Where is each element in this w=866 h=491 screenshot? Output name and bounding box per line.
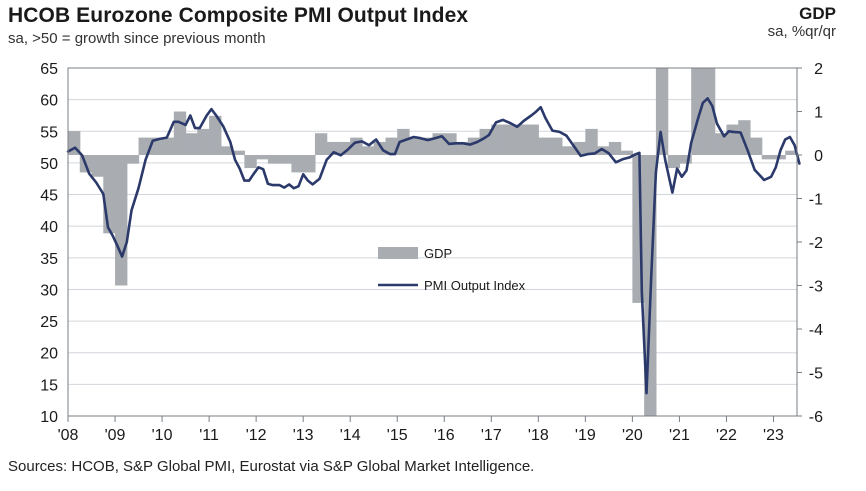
gdp-bar: [267, 155, 281, 164]
gdp-bar: [679, 155, 692, 164]
x-axis-tick-label: '15: [387, 427, 408, 444]
legend-gdp-swatch: [378, 247, 418, 259]
chart-title: HCOB Eurozone Composite PMI Output Index: [8, 4, 469, 27]
gdp-bar: [91, 155, 104, 177]
gdp-bar: [550, 137, 563, 155]
legend-gdp-label: GDP: [424, 246, 452, 261]
gdp-bar: [608, 141, 622, 155]
right-axis-tick-label: 0: [814, 148, 823, 165]
gdp-bar: [491, 124, 504, 155]
right-axis-tick-label: -2: [809, 235, 823, 252]
gdp-bar: [714, 133, 728, 155]
gdp-bar: [314, 133, 328, 155]
x-axis-tick-label: '17: [481, 427, 502, 444]
left-axis-tick-label: 40: [40, 219, 58, 236]
gdp-bars: [68, 68, 798, 416]
x-axis-tick-label: '22: [716, 427, 737, 444]
gdp-bar: [691, 68, 704, 155]
gdp-bar: [361, 146, 375, 155]
x-axis-tick-label: '14: [340, 427, 361, 444]
gdp-bar: [256, 155, 269, 160]
left-axis-tick-label: 15: [40, 377, 58, 394]
gdp-bar: [244, 155, 257, 169]
right-axis-tick-label: -4: [809, 322, 823, 339]
x-axis-tick-label: '20: [622, 427, 643, 444]
gdp-bar: [220, 146, 234, 155]
gdp-bar: [749, 137, 763, 155]
gdp-bar: [385, 137, 398, 155]
gdp-bar: [761, 155, 775, 160]
gdp-bar: [514, 124, 528, 155]
x-axis-tick-label: '19: [575, 427, 596, 444]
left-axis-tick-label: 35: [40, 251, 58, 268]
left-axis-tick-label: 30: [40, 282, 58, 299]
gdp-bar: [408, 137, 422, 155]
gdp-bar: [667, 155, 681, 169]
x-axis-tick-label: '09: [105, 427, 126, 444]
gdp-bar: [126, 155, 140, 164]
x-axis-tick-label: '08: [58, 427, 79, 444]
axes: 656055504540353025201510210-1-2-3-4-5-6'…: [40, 61, 823, 444]
x-axis-tick-label: '13: [293, 427, 314, 444]
gdp-bar: [456, 141, 469, 155]
gdp-bar: [232, 150, 245, 155]
legend: GDP PMI Output Index: [378, 246, 526, 293]
right-axis-tick-label: -5: [809, 366, 823, 383]
x-axis-tick-label: '16: [434, 427, 455, 444]
x-axis-tick-label: '10: [152, 427, 173, 444]
gdp-bar: [526, 124, 539, 155]
pmi-output-index-line: [66, 97, 801, 395]
gdp-bar: [373, 141, 387, 155]
left-axis-tick-label: 55: [40, 124, 58, 141]
gdp-bar: [291, 155, 304, 173]
gdp-bar: [326, 141, 340, 155]
legend-pmi-label: PMI Output Index: [424, 278, 526, 293]
gdp-bar: [338, 141, 351, 155]
chart-subtitle: sa, >50 = growth since previous month: [8, 30, 266, 47]
gdp-bar: [103, 155, 116, 234]
left-axis-tick-label: 25: [40, 314, 58, 331]
gdp-bar: [785, 150, 798, 155]
gdp-bar: [726, 124, 739, 155]
x-axis-tick-label: '11: [199, 427, 219, 444]
gdp-bar: [303, 155, 316, 173]
gdp-bar: [162, 137, 175, 155]
right-axis-tick-label: 1: [814, 105, 823, 122]
gdp-bar: [655, 68, 669, 155]
right-axis-tick-label: -1: [809, 192, 823, 209]
left-axis-tick-label: 65: [40, 61, 58, 78]
pmi-line-layer: [66, 97, 801, 395]
gdp-bar: [173, 111, 187, 155]
right-axis-title: GDP: [799, 4, 836, 23]
left-axis-tick-label: 10: [40, 409, 58, 426]
left-axis-tick-label: 50: [40, 156, 58, 173]
gdp-bar: [209, 115, 222, 155]
right-axis-tick-label: -3: [809, 279, 823, 296]
gdp-bar: [115, 155, 128, 286]
right-axis-tick-label: 2: [814, 61, 823, 78]
gdp-bar: [585, 128, 598, 155]
left-axis-tick-label: 60: [40, 93, 58, 110]
gdp-bar: [503, 124, 516, 155]
gdp-bar: [538, 137, 551, 155]
gdp-bar: [279, 155, 293, 164]
gdp-bar: [561, 146, 575, 155]
gdp-bar: [702, 68, 716, 155]
gdp-bar: [738, 120, 751, 155]
source-note: Sources: HCOB, S&P Global PMI, Eurostat …: [8, 458, 535, 475]
left-axis-tick-label: 20: [40, 346, 58, 363]
gdp-bar: [620, 150, 633, 155]
x-axis-tick-label: '12: [246, 427, 267, 444]
x-axis-tick-label: '23: [763, 427, 784, 444]
right-axis-subtitle: sa, %qr/qr: [767, 23, 836, 40]
x-axis-tick-label: '18: [528, 427, 549, 444]
right-axis-tick-label: -6: [809, 409, 823, 426]
gdp-bar: [197, 128, 210, 155]
gdp-bar: [185, 133, 198, 155]
left-axis-tick-label: 45: [40, 188, 58, 205]
gdp-bar: [420, 137, 434, 155]
x-axis-tick-label: '21: [669, 427, 690, 444]
